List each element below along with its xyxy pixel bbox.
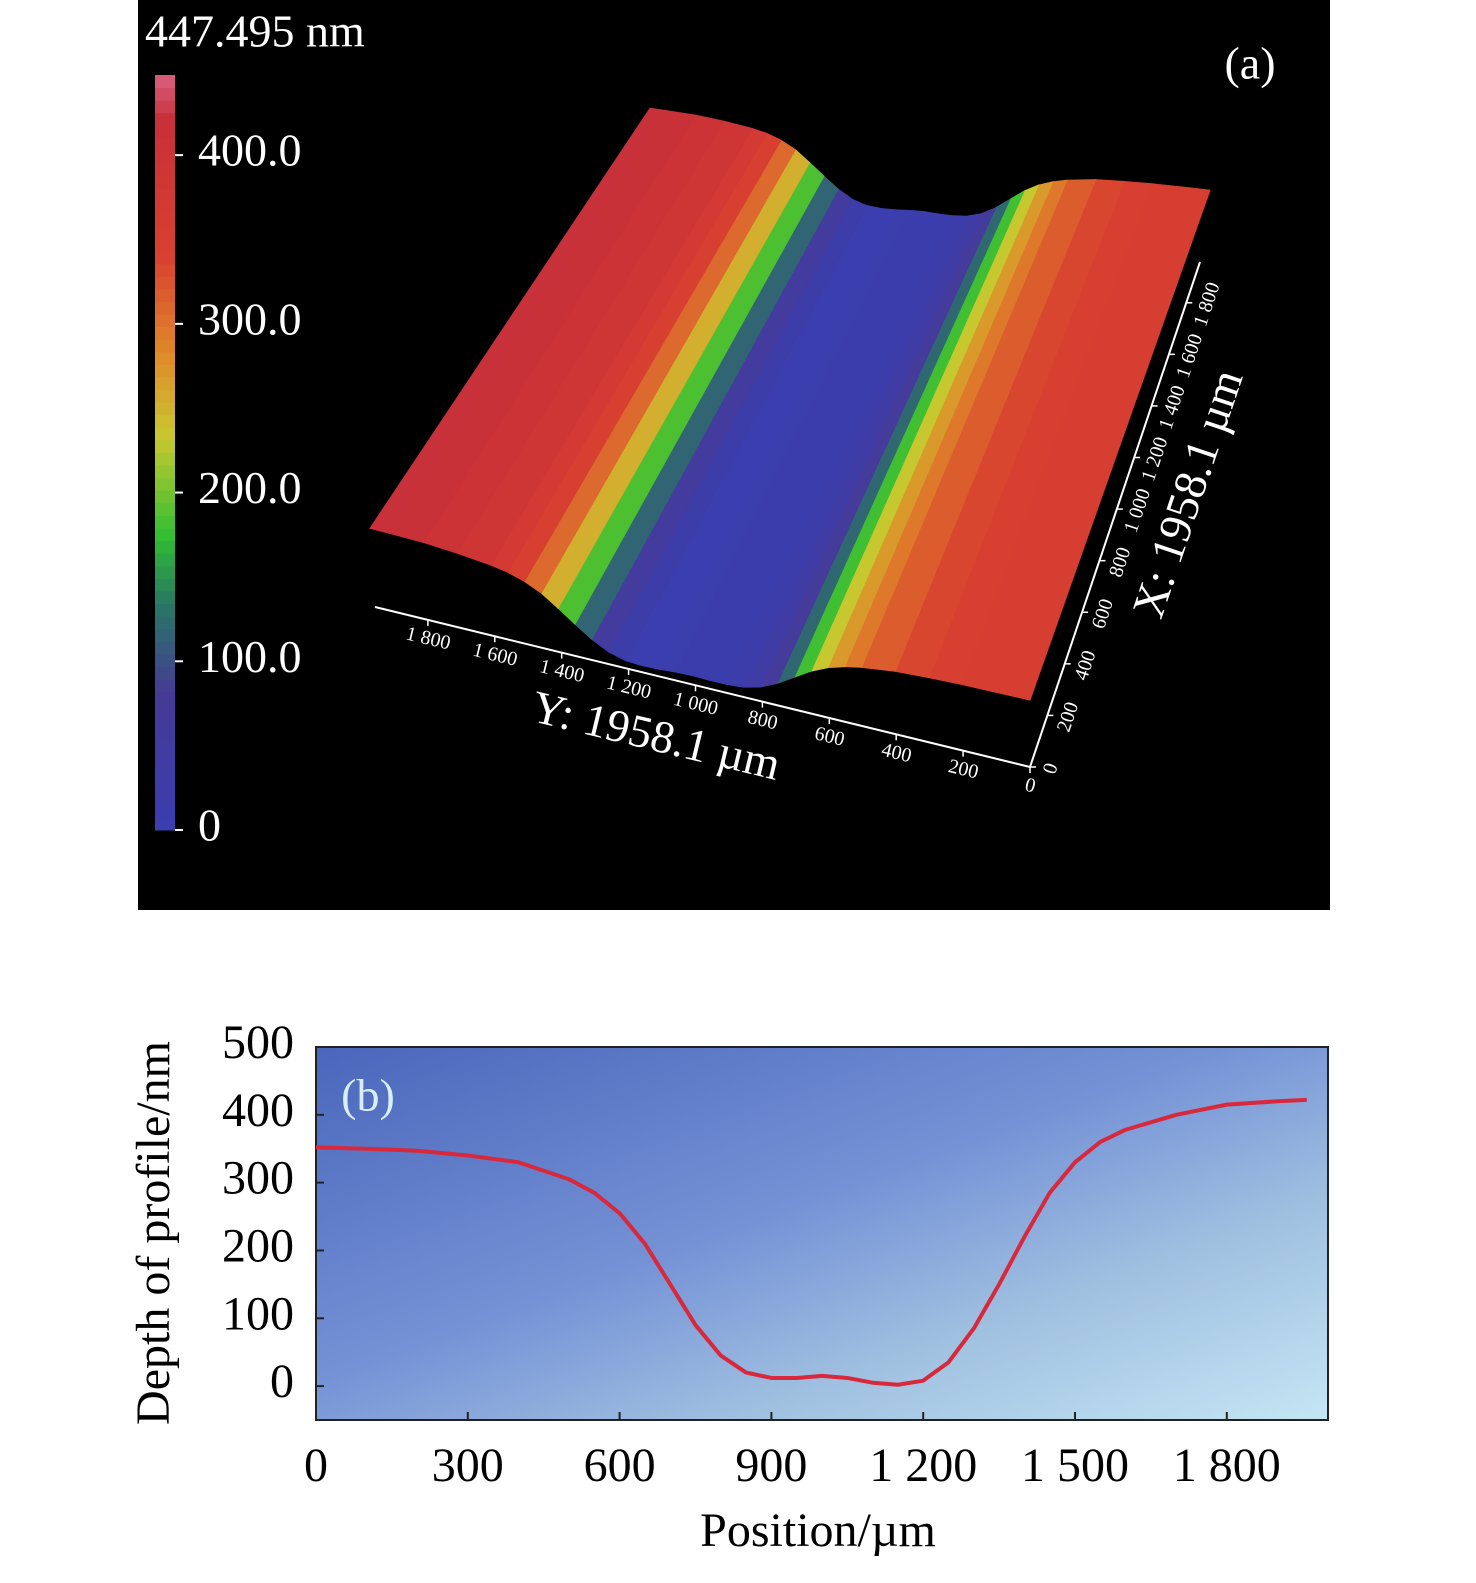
x-tick-label: 1 200 xyxy=(869,1439,977,1492)
colorbar-segment xyxy=(155,87,175,101)
panel-label: (a) xyxy=(1224,38,1275,89)
colorbar-segment xyxy=(155,351,175,365)
colorbar-segment xyxy=(155,641,175,655)
x-tick-label: 0 xyxy=(304,1439,328,1492)
colorbar-segment xyxy=(155,578,175,592)
colorbar-segment xyxy=(155,553,175,567)
colorbar-segment xyxy=(155,163,175,177)
colorbar-segment xyxy=(155,263,175,277)
colorbar-segment xyxy=(155,528,175,542)
plot-background xyxy=(315,1046,1329,1421)
colorbar-segment xyxy=(155,502,175,516)
colorbar-segment xyxy=(155,666,175,680)
colorbar-segment xyxy=(155,402,175,416)
colorbar-segment xyxy=(155,251,175,265)
colorbar-segment xyxy=(155,150,175,164)
colorbar-segment xyxy=(155,389,175,403)
colorbar-tick-label: 200.0 xyxy=(198,462,302,513)
colorbar-segment xyxy=(155,565,175,579)
colorbar-segment xyxy=(155,679,175,693)
colorbar-segment xyxy=(155,238,175,252)
colorbar-segment xyxy=(155,616,175,630)
colorbar-segment xyxy=(155,804,175,818)
x-axis-line xyxy=(1029,261,1201,768)
colorbar-segment xyxy=(155,603,175,617)
y-tick-label: 400 xyxy=(222,1084,294,1137)
colorbar-tick-label: 300.0 xyxy=(198,293,302,344)
panel-label: (b) xyxy=(341,1070,395,1121)
colorbar-segment xyxy=(155,137,175,151)
colorbar-segment xyxy=(155,704,175,718)
colorbar-max: 447.495 nm xyxy=(145,6,365,57)
colorbar-segment xyxy=(155,226,175,240)
colorbar-segment xyxy=(155,465,175,479)
colorbar-segment xyxy=(155,301,175,315)
y-tick-label: 500 xyxy=(222,1016,294,1069)
colorbar-segment xyxy=(155,439,175,453)
colorbar-segment xyxy=(155,125,175,139)
y-tick-label: 200 xyxy=(222,1219,294,1272)
colorbar-segment xyxy=(155,729,175,743)
colorbar-segment xyxy=(155,326,175,340)
colorbar-segment xyxy=(155,691,175,705)
colorbar-segment xyxy=(155,792,175,806)
x-tick-label: 600 xyxy=(584,1439,656,1492)
colorbar-segment xyxy=(155,288,175,302)
colorbar-segment xyxy=(155,75,175,89)
colorbar-segment xyxy=(155,112,175,126)
colorbar-segment xyxy=(155,213,175,227)
colorbar-segment xyxy=(155,590,175,604)
colorbar-segment xyxy=(155,175,175,189)
colorbar-segment xyxy=(155,653,175,667)
x-axis-title: Position/µm xyxy=(700,1504,936,1557)
colorbar-segment xyxy=(155,339,175,353)
colorbar-tick-label: 0 xyxy=(198,800,221,851)
colorbar-segment xyxy=(155,377,175,391)
y-tick-label: 300 xyxy=(222,1152,294,1205)
colorbar-segment xyxy=(155,100,175,114)
colorbar-segment xyxy=(155,515,175,529)
x-tick-label: 1 500 xyxy=(1021,1439,1129,1492)
y-axis-line xyxy=(374,606,1031,768)
y-axis-title: Depth of profile/nm xyxy=(127,1041,180,1425)
colorbar-segment xyxy=(155,767,175,781)
colorbar-tick-label: 400.0 xyxy=(198,125,302,176)
colorbar-segment xyxy=(155,754,175,768)
colorbar-tick-label: 100.0 xyxy=(198,631,302,682)
colorbar-segment xyxy=(155,314,175,328)
colorbar-segment xyxy=(155,200,175,214)
colorbar-segment xyxy=(155,628,175,642)
colorbar-segment xyxy=(155,741,175,755)
colorbar-segment xyxy=(155,188,175,202)
colorbar-segment xyxy=(155,276,175,290)
surface-strip xyxy=(369,107,668,534)
colorbar-segment xyxy=(155,427,175,441)
x-tick-label: 900 xyxy=(735,1439,807,1492)
y-tick-label: 0 xyxy=(270,1355,294,1408)
profile-line xyxy=(315,1097,1307,1387)
x-tick-label: 300 xyxy=(432,1439,504,1492)
colorbar-segment xyxy=(155,779,175,793)
colorbar-segment xyxy=(155,452,175,466)
colorbar-segment xyxy=(155,414,175,428)
colorbar-segment xyxy=(155,490,175,504)
colorbar-segment xyxy=(155,716,175,730)
colorbar-segment xyxy=(155,540,175,554)
y-tick-label: 100 xyxy=(222,1287,294,1340)
x-tick-label: 1 800 xyxy=(1173,1439,1281,1492)
colorbar-segment xyxy=(155,477,175,491)
colorbar-segment xyxy=(155,364,175,378)
colorbar-segment xyxy=(155,817,175,831)
